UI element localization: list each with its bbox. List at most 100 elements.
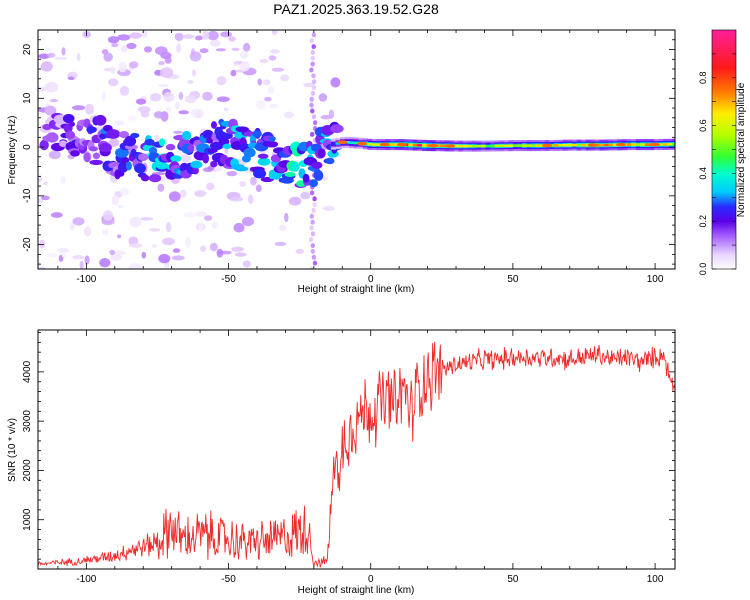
snr-frame <box>37 329 676 570</box>
y-tick-label: 4000 <box>22 360 33 383</box>
spectrogram-streak <box>312 260 318 266</box>
spectrogram-speckle <box>322 205 335 211</box>
spectrogram-blob <box>44 105 57 116</box>
spectrogram-streak <box>310 231 316 237</box>
spectrogram-band-cell <box>490 144 496 148</box>
spectrogram-speckle <box>118 61 127 73</box>
spectrogram-blob <box>252 130 262 138</box>
spectrogram-streak <box>312 196 317 202</box>
spectrogram-speckle <box>165 222 172 233</box>
spectrogram-speckle <box>99 258 111 268</box>
spectrogram-speckle <box>165 106 172 113</box>
spectrogram-speckle <box>184 95 197 104</box>
spectrogram-band-cell <box>421 144 427 147</box>
spectrogram-speckle <box>140 217 154 221</box>
y-tick-label: -20 <box>22 237 33 252</box>
spectrogram-speckle <box>178 110 190 115</box>
spectrogram-band-cell <box>535 144 541 147</box>
spectrogram-blob <box>224 132 233 139</box>
spectrogram-speckle <box>102 229 109 236</box>
colorbar-tick-label: 0.0 <box>698 263 708 276</box>
spectrogram-band-cell <box>631 143 637 146</box>
spectrogram-streak <box>310 248 315 254</box>
spectrogram-blob <box>317 148 326 158</box>
spectrogram-frame <box>37 29 676 270</box>
spectrogram-speckle <box>72 255 85 260</box>
snr-y-axis-label: SNR (10 * v/v) <box>7 418 18 482</box>
spectrogram-streak <box>310 131 315 137</box>
spectrogram-speckle <box>228 36 236 42</box>
x-tick-label: 100 <box>647 274 664 285</box>
spectrogram-band-cell <box>663 143 669 146</box>
spectrogram-speckle <box>268 55 277 61</box>
y-tick-label: 10 <box>22 92 33 104</box>
spectrogram-speckle <box>49 99 59 103</box>
spectrogram-speckle <box>117 34 131 41</box>
spectrogram-speckle <box>274 241 287 246</box>
spectrogram-speckle <box>137 106 151 113</box>
spectrogram-blob <box>156 162 169 170</box>
spectrogram-speckle <box>243 42 251 52</box>
spectrogram-speckle <box>295 248 304 255</box>
colorbar: 0.0 0.2 0.4 0.6 0.8 Normalized spectral ampl… <box>698 29 747 276</box>
spectrogram-speckle <box>248 194 254 205</box>
x-tick-label: -50 <box>221 274 236 285</box>
spectrogram-blob <box>130 132 140 139</box>
spectrogram-blob <box>70 150 80 157</box>
spectrogram-speckle <box>149 228 161 232</box>
spectrogram-band-cell <box>512 144 518 147</box>
snr-tick-labels: -100 -50 0 50 100 1000 2000 3000 4000 <box>22 360 664 585</box>
spectrogram-speckle <box>160 67 174 78</box>
spectrogram-speckle <box>154 134 160 142</box>
spectrogram-band-cell <box>371 143 377 146</box>
spectrogram-speckle <box>178 91 184 100</box>
spectrogram-speckle <box>202 30 210 40</box>
spectrogram-blob <box>59 140 68 147</box>
spectrogram-speckle <box>40 61 53 72</box>
spectrogram-streak <box>311 114 317 120</box>
spectrogram-speckle <box>69 222 75 230</box>
spectrogram-band-cell <box>499 144 505 148</box>
spectrogram-speckle <box>141 30 148 38</box>
spectrogram-speckle <box>300 191 311 200</box>
spectrogram-speckle <box>141 251 146 259</box>
spectrogram-speckle <box>57 247 70 254</box>
spectrogram-blob <box>83 152 91 163</box>
spectrogram-speckle <box>239 181 246 187</box>
spectrogram-speckle <box>128 243 143 249</box>
spectrogram-blob <box>94 114 107 126</box>
spectrogram-streak <box>308 237 314 243</box>
spectrogram-streak <box>309 213 314 219</box>
spectrogram-speckle <box>54 56 67 61</box>
spectrogram-blob <box>124 135 137 147</box>
spectrogram-speckle <box>229 196 243 202</box>
spectrogram-speckle <box>183 212 197 218</box>
spectrogram-speckle <box>184 237 191 248</box>
spectrogram-speckle <box>271 30 278 35</box>
spectrogram-blob <box>190 160 203 169</box>
spectrogram-speckle <box>61 253 67 258</box>
y-tick-label: 20 <box>22 44 33 56</box>
colorbar-tick-label: 0.8 <box>698 72 708 85</box>
spectrogram-speckle <box>264 96 272 102</box>
spectrogram-streak <box>311 254 317 260</box>
spectrogram-speckle <box>151 243 158 248</box>
spectrogram-blob <box>211 121 217 129</box>
spectrogram-speckle <box>45 253 57 258</box>
spectrogram-speckle <box>250 176 257 186</box>
spectrogram-streak <box>312 202 317 208</box>
spectrogram-band-cell <box>476 144 482 148</box>
snr-x-axis-label: Height of straight line (km) <box>298 585 415 596</box>
x-tick-label: 0 <box>368 274 374 285</box>
spectrogram-speckle <box>267 86 275 94</box>
spectrogram-hotspot <box>428 143 439 148</box>
spectrogram-streak <box>309 266 314 269</box>
spectrogram-speckle <box>102 210 114 221</box>
spectrogram-band-cell <box>462 144 468 148</box>
spectrogram-speckle <box>117 204 124 209</box>
spectrogram-speckle <box>211 221 219 229</box>
spectrogram-speckle <box>119 187 130 196</box>
spectrogram-band-cell <box>658 143 664 146</box>
x-tick-label: -100 <box>76 274 96 285</box>
